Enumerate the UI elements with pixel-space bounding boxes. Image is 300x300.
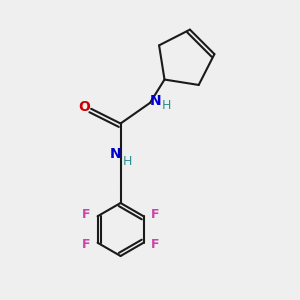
Text: H: H: [161, 99, 171, 112]
Text: F: F: [150, 238, 159, 251]
Text: H: H: [122, 155, 132, 168]
Text: N: N: [110, 147, 121, 161]
Text: O: O: [79, 100, 91, 114]
Text: F: F: [150, 208, 159, 221]
Text: F: F: [82, 238, 91, 251]
Text: F: F: [82, 208, 91, 221]
Text: N: N: [149, 94, 161, 108]
